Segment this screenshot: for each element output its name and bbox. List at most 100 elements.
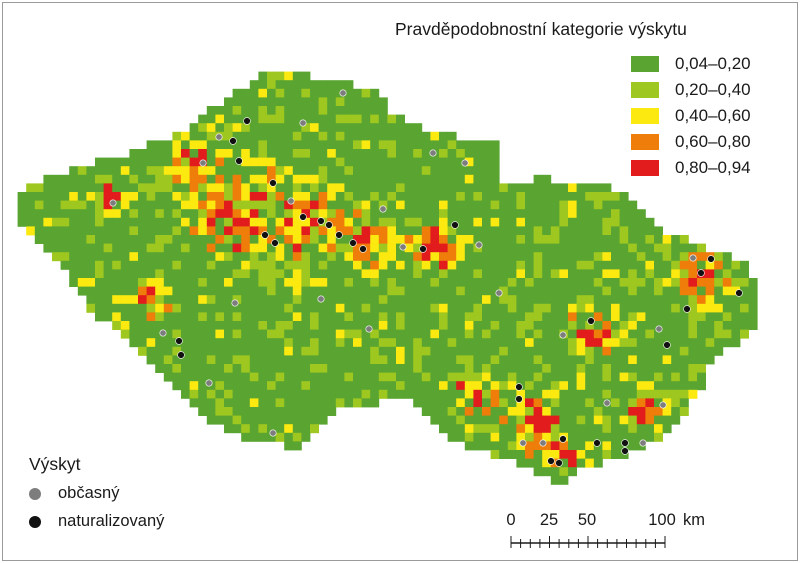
grid-cell: [241, 106, 251, 115]
grid-cell: [103, 226, 113, 236]
grid-cell: [439, 346, 448, 356]
grid-cell: [370, 106, 380, 115]
grid-cell: [404, 269, 414, 279]
grid-cell: [559, 278, 569, 287]
grid-cell: [172, 217, 182, 227]
grid-cell: [86, 260, 96, 270]
grid-cell: [129, 209, 139, 219]
grid-cell: [284, 312, 294, 322]
grid-cell: [447, 157, 457, 167]
grid-cell: [138, 338, 147, 348]
grid-cell: [645, 269, 655, 279]
grid-cell: [370, 157, 380, 167]
grid-cell: [301, 260, 311, 270]
grid-cell: [344, 389, 354, 399]
grid-cell: [396, 252, 405, 262]
grid-cell: [697, 295, 706, 305]
grid-cell: [249, 355, 259, 365]
grid-cell: [654, 329, 663, 339]
grid-cell: [387, 303, 397, 313]
grid-cell: [585, 192, 595, 201]
grid-cell: [241, 329, 251, 339]
grid-cell: [292, 364, 302, 373]
grid-cell: [507, 235, 517, 244]
grid-cell: [697, 346, 706, 356]
legend-label-1: 0,04–0,20: [675, 54, 751, 73]
grid-cell: [662, 312, 672, 322]
grid-cell: [671, 252, 681, 262]
grid-cell: [697, 338, 706, 348]
grid-cell: [43, 183, 53, 193]
grid-cell: [318, 381, 328, 391]
grid-cell: [241, 295, 251, 305]
grid-cell: [361, 131, 371, 141]
grid-cell: [697, 252, 706, 262]
grid-cell: [456, 372, 466, 382]
grid-cell: [568, 467, 577, 477]
grid-cell: [404, 295, 414, 305]
grid-cell: [284, 346, 294, 356]
grid-cell: [198, 209, 208, 219]
grid-cell: [198, 226, 208, 236]
grid-cell: [181, 269, 190, 279]
grid-cell: [353, 243, 362, 253]
grid-cell: [439, 217, 448, 227]
grid-cell: [155, 149, 165, 158]
grid-cell: [525, 415, 534, 425]
grid-cell: [473, 183, 483, 193]
grid-cell: [301, 415, 311, 425]
grid-cell: [120, 312, 130, 322]
grid-cell: [619, 389, 629, 399]
grid-cell: [370, 260, 380, 270]
grid-cell: [482, 192, 491, 201]
grid-cell: [258, 71, 268, 81]
grid-cell: [611, 338, 620, 348]
grid-cell: [430, 415, 440, 425]
grid-cell: [224, 329, 233, 339]
grid-cell: [189, 140, 199, 150]
grid-cell: [224, 355, 233, 365]
grid-cell: [189, 278, 199, 287]
grid-cell: [378, 200, 388, 210]
grid-cell: [533, 200, 543, 210]
grid-cell: [172, 321, 182, 330]
grid-cell: [387, 166, 397, 176]
grid-cell: [327, 106, 337, 115]
grid-cell: [456, 149, 466, 158]
grid-cell: [482, 441, 491, 451]
grid-cell: [671, 278, 681, 287]
grid-cell: [224, 260, 233, 270]
grid-cell: [473, 252, 483, 262]
grid-cell: [559, 458, 569, 468]
grid-cell: [327, 226, 337, 236]
grid-cell: [413, 200, 423, 210]
grid-cell: [275, 338, 285, 348]
grid-cell: [628, 243, 638, 253]
grid-cell: [654, 286, 663, 296]
grid-cell: [224, 346, 233, 356]
grid-cell: [310, 415, 319, 425]
naturalized-occurrence-dot: [593, 439, 601, 447]
grid-cell: [103, 200, 113, 210]
grid-cell: [292, 97, 302, 107]
grid-cell: [43, 226, 53, 236]
grid-cell: [679, 260, 689, 270]
grid-cell: [163, 286, 173, 296]
grid-cell: [396, 123, 405, 133]
grid-cell: [370, 209, 380, 219]
grid-cell: [697, 260, 706, 270]
grid-cell: [155, 312, 165, 322]
grid-cell: [370, 269, 380, 279]
grid-cell: [559, 398, 569, 408]
grid-cell: [464, 303, 474, 313]
grid-cell: [559, 424, 569, 434]
grid-cell: [249, 389, 259, 399]
grid-cell: [361, 149, 371, 158]
scale-bar: [510, 536, 666, 548]
grid-cell: [378, 243, 388, 253]
grid-cell: [249, 260, 259, 270]
grid-cell: [387, 286, 397, 296]
grid-cell: [232, 415, 242, 425]
grid-cell: [146, 329, 156, 339]
grid-cell: [258, 88, 268, 98]
